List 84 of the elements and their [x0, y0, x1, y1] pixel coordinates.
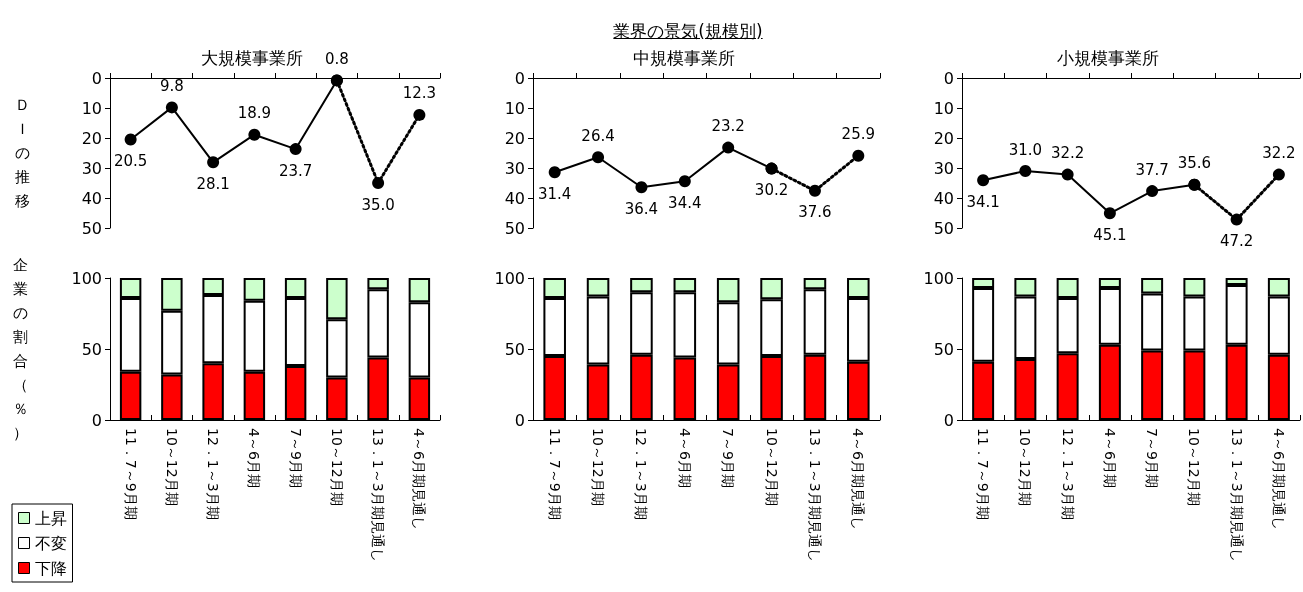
- y-tick-label: 20: [504, 128, 525, 148]
- y-tick-label: 50: [81, 218, 102, 238]
- data-label: 23.2: [711, 117, 745, 136]
- y-tick-label: 50: [933, 218, 954, 238]
- data-label: 34.4: [668, 193, 702, 212]
- data-label: 32.2: [1050, 144, 1085, 163]
- legend-label: 上昇: [34, 508, 67, 528]
- y-tick-label: 0: [514, 68, 525, 88]
- y-tick-label: 30: [504, 158, 525, 178]
- y-tick-label: 50: [933, 339, 954, 359]
- y-tick-label: 40: [933, 188, 954, 208]
- y-tick-label: 50: [504, 218, 525, 238]
- data-label: 45.1: [1093, 225, 1127, 244]
- data-label: 32.2: [1262, 144, 1296, 163]
- data-label: 26.4: [581, 126, 615, 145]
- y-tick-label: 40: [504, 188, 525, 208]
- chart-title: 中規模事業所: [632, 47, 735, 68]
- x-tick-label: 10～12月期: [1186, 428, 1203, 506]
- y-tick-label: 30: [81, 158, 102, 178]
- y-tick-label: 10: [81, 98, 102, 118]
- x-tick-label: 4～6月期: [246, 428, 263, 488]
- y-tick-label: 100: [71, 268, 102, 288]
- x-tick-label: 4～6月期見通し: [850, 428, 867, 530]
- y-tick-label: 0: [943, 410, 954, 430]
- y-tick-label: 20: [81, 128, 102, 148]
- data-label: 0.8: [324, 49, 349, 68]
- y-tick-label: 40: [81, 188, 102, 208]
- y-tick-label: 0: [943, 68, 954, 88]
- y-tick-label: 10: [933, 98, 954, 118]
- y-tick-label: 50: [504, 339, 525, 359]
- x-tick-label: 7～9月期: [287, 428, 304, 488]
- data-label: 35.6: [1177, 154, 1212, 173]
- x-tick-label: 10～12月期: [328, 428, 345, 506]
- data-label: 23.7: [278, 161, 313, 180]
- y-tick-label: 0: [514, 410, 525, 430]
- x-tick-label: 11．7～9月期: [122, 428, 139, 520]
- y-tick-label: 30: [933, 158, 954, 178]
- data-label: 31.4: [537, 184, 572, 203]
- y-axis-title: 企業の割合（％）: [13, 256, 28, 442]
- x-tick-label: 7～9月期: [1144, 428, 1161, 488]
- y-tick-label: 100: [494, 268, 525, 288]
- x-tick-label: 4～6月期: [676, 428, 693, 488]
- y-tick-label: 100: [923, 268, 954, 288]
- legend-label: 下降: [34, 558, 67, 578]
- x-tick-label: 4～6月期見通し: [411, 428, 428, 530]
- chart-title: 大規模事業所: [201, 47, 303, 68]
- y-tick-label: 10: [504, 98, 525, 118]
- x-tick-label: 7～9月期: [720, 428, 737, 488]
- x-tick-label: 13．1～3月期見通し: [806, 428, 823, 562]
- data-label: 9.8: [159, 76, 184, 95]
- data-label: 36.4: [624, 199, 659, 218]
- x-tick-label: 4～6月期: [1101, 428, 1118, 488]
- x-tick-label: 11．7～9月期: [546, 428, 563, 520]
- x-tick-label: 10～12月期: [763, 428, 780, 506]
- x-tick-label: 4～6月期見通し: [1270, 428, 1287, 530]
- data-label: 20.5: [113, 152, 148, 170]
- data-label: 30.2: [754, 181, 789, 200]
- y-tick-label: 0: [91, 410, 102, 430]
- data-label: 37.6: [798, 203, 832, 222]
- data-label: 34.1: [966, 192, 1000, 211]
- x-tick-label: 12．1～3月期: [205, 428, 222, 520]
- y-tick-label: 0: [91, 68, 102, 88]
- x-tick-label: 12．1～3月期: [633, 428, 650, 520]
- data-label: 37.7: [1135, 160, 1169, 179]
- x-tick-label: 11．7～9月期: [975, 428, 992, 520]
- y-tick-label: 20: [933, 128, 954, 148]
- x-tick-label: 10～12月期: [1017, 428, 1034, 506]
- chart-title: 小規模事業所: [1057, 47, 1159, 68]
- x-tick-label: 13．1～3月期見通し: [370, 428, 387, 562]
- data-label: 31.0: [1008, 140, 1043, 159]
- data-label: 47.2: [1219, 232, 1254, 251]
- data-label: 18.9: [237, 104, 272, 123]
- data-label: 25.9: [841, 125, 876, 144]
- y-axis-title: ＤＩの推移: [15, 96, 30, 210]
- x-tick-label: 10～12月期: [163, 428, 180, 506]
- x-tick-label: 10～12月期: [590, 428, 607, 506]
- x-tick-label: 12．1～3月期: [1059, 428, 1076, 520]
- legend-label: 不変: [34, 533, 67, 553]
- y-tick-label: 50: [81, 339, 102, 359]
- x-tick-label: 13．1～3月期見通し: [1228, 428, 1245, 562]
- data-label: 28.1: [196, 174, 230, 193]
- data-label: 12.3: [402, 84, 437, 103]
- data-label: 35.0: [361, 195, 395, 214]
- text: 業界の景気(規模別): [612, 20, 764, 43]
